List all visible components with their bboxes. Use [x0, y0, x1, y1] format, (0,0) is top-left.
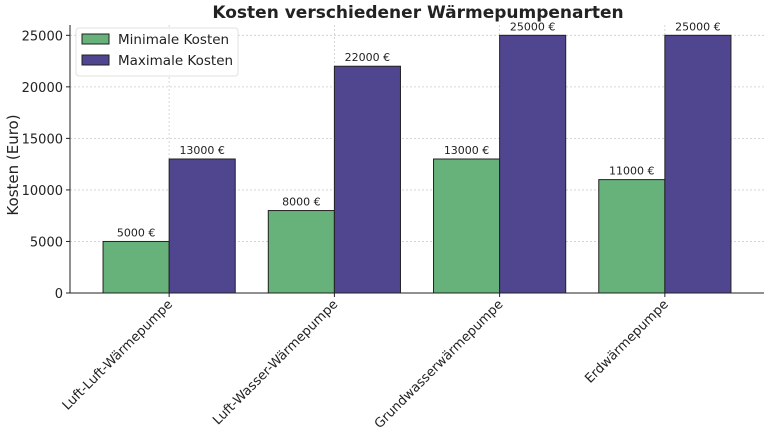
bar-value-label: 5000 €	[117, 226, 156, 239]
y-tick-label: 0	[55, 287, 63, 302]
y-tick-label: 25000	[22, 29, 63, 44]
x-tick-label: Grundwasserwärmepumpe	[372, 297, 507, 432]
legend-label: Maximale Kosten	[118, 53, 233, 69]
bar	[333, 65, 401, 294]
bar-value-label: 11000 €	[609, 165, 655, 178]
bar	[598, 179, 666, 294]
x-tick-label: Luft-Wasser-Wärmepumpe	[210, 297, 341, 428]
bar	[102, 240, 170, 294]
bar-value-label: 25000 €	[510, 20, 556, 33]
legend-box	[75, 27, 239, 77]
bar	[267, 210, 335, 294]
y-tick-label: 20000	[22, 81, 63, 96]
chart-title: Kosten verschiedener Wärmepumpenarten	[212, 3, 623, 23]
bar-value-label: 22000 €	[345, 51, 391, 64]
y-tick-label: 10000	[22, 184, 63, 199]
bar-value-label: 25000 €	[675, 20, 721, 33]
bar-value-label: 13000 €	[444, 144, 490, 157]
y-axis-label: Kosten (Euro)	[4, 114, 22, 215]
y-tick-label: 5000	[30, 235, 63, 250]
bar	[168, 158, 236, 294]
bar-value-label: 13000 €	[179, 144, 225, 157]
x-tick-label: Luft-Luft-Wärmepumpe	[60, 297, 176, 413]
legend: Minimale Kosten Maximale Kosten	[75, 27, 239, 77]
bar-value-label: 8000 €	[282, 196, 321, 209]
y-tick-label: 15000	[22, 132, 63, 147]
bar	[499, 34, 567, 294]
bar	[664, 34, 732, 294]
legend-swatch	[81, 54, 110, 66]
legend-label: Minimale Kosten	[118, 32, 229, 48]
x-tick-label: Erdwärmepumpe	[582, 297, 671, 386]
bar	[433, 158, 501, 294]
legend-swatch	[81, 33, 110, 45]
